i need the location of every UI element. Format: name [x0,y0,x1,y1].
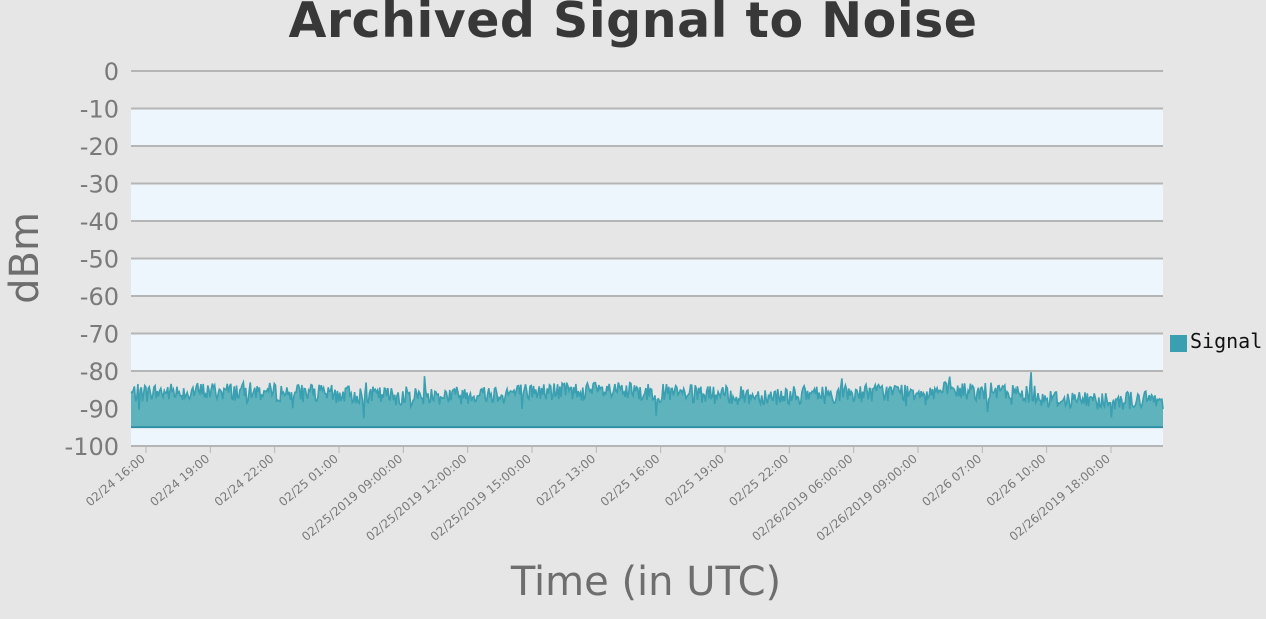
y-tick-label: -30 [80,171,119,199]
y-tick-label: -40 [80,208,119,236]
plot-band [131,108,1163,146]
signal-series [130,372,1164,445]
y-tick-label: 0 [104,58,119,86]
y-tick-label: -50 [80,246,119,274]
x-tick-label: 02/26 07:00 [919,452,984,510]
plot-band [131,146,1163,184]
x-tick-label: 02/24 19:00 [147,452,212,510]
x-axis-ticks: 02/24 16:00 02/24 19:00 02/24 22:00 02/25 0… [83,445,1163,544]
x-tick-label: 02/25 01:00 [276,452,341,510]
x-tick-label: 02/25 22:00 [726,452,791,510]
y-tick-label: -60 [80,283,119,311]
x-tick-label: 02/25 16:00 [598,452,663,510]
chart-title: Archived Signal to Noise [288,0,978,49]
y-tick-label: -80 [80,358,119,386]
legend-label-signal: Signal [1190,329,1262,353]
y-axis-ticks: 0 -10 -20 -30 -40 -50 -60 -70 -80 -90 -100 [65,58,119,461]
y-tick-label: -90 [80,396,119,424]
legend-swatch-signal [1170,335,1187,352]
plot-band [131,333,1163,371]
y-axis-title: dBm [2,212,48,304]
y-tick-label: -10 [80,96,119,124]
y-tick-label: -20 [80,133,119,161]
x-axis-title: Time (in UTC) [510,559,781,605]
below-baseline-band [131,428,1163,445]
x-tick-label: 02/25 13:00 [533,452,598,510]
plot-band [131,296,1163,334]
gridlines [131,70,1163,447]
signal-line [130,372,1164,419]
plot-band [131,258,1163,296]
x-tick-label: 02/25 19:00 [662,452,727,510]
x-tick-label: 02/26 10:00 [984,452,1049,510]
y-tick-label: -100 [65,433,119,461]
plot-band [131,71,1163,109]
x-tick-label: 02/24 22:00 [212,452,277,510]
plot-band [131,183,1163,221]
y-tick-label: -70 [80,321,119,349]
plot-band [131,221,1163,259]
